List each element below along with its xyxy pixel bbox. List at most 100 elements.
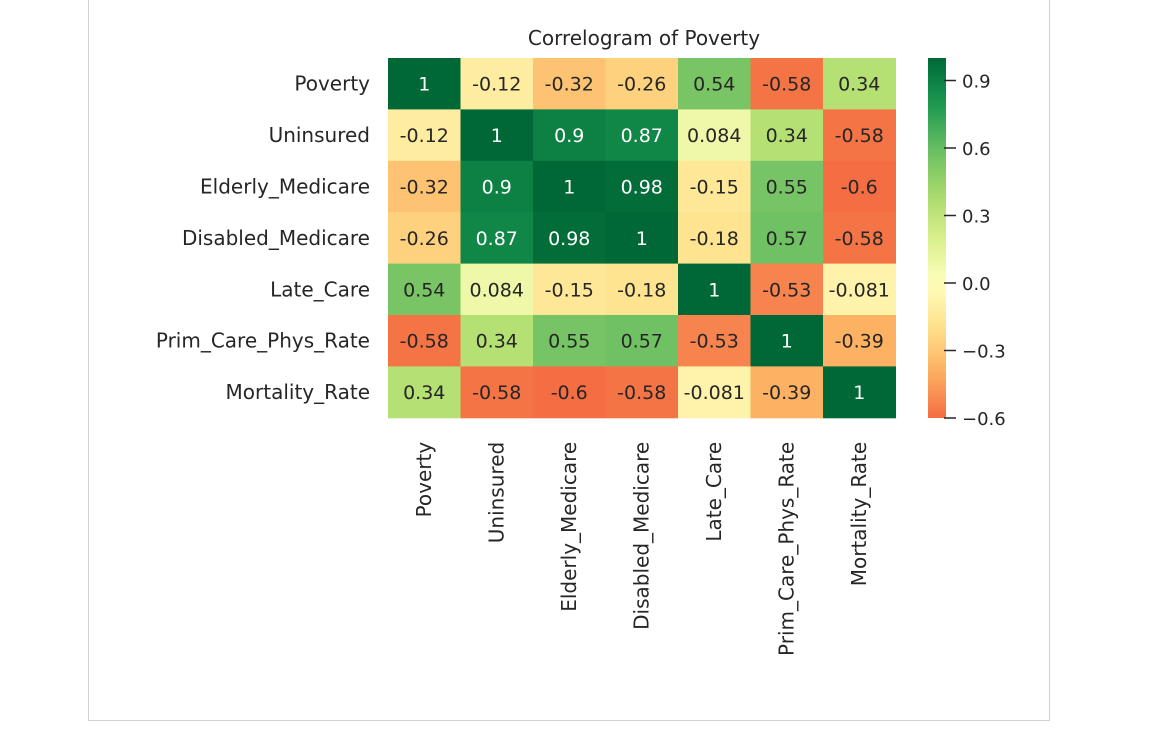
colorbar-tick-label: 0.0 — [962, 274, 991, 295]
heatmap-cell — [605, 58, 679, 110]
column-label: Uninsured — [485, 442, 509, 543]
heatmap-cell — [605, 366, 679, 419]
heatmap-cell — [388, 263, 461, 316]
heatmap-cell — [823, 58, 896, 110]
cell-annotation: 0.54 — [693, 74, 735, 96]
heatmap-cell — [388, 160, 461, 213]
heatmap-cell — [678, 263, 751, 316]
cell-annotation: 1 — [781, 331, 793, 353]
heatmap-cell — [533, 263, 606, 316]
cell-annotation: 0.54 — [403, 279, 445, 301]
cell-annotation: -0.081 — [684, 382, 745, 404]
heatmap-cell — [750, 109, 824, 162]
cell-annotation: -0.53 — [690, 331, 739, 353]
heatmap-cells: 1 -0.12 -0.32 -0.26 0.54 -0.58 0.34 -0.12 1 0.9 0.… — [388, 58, 896, 419]
heatmap-cell — [605, 160, 679, 213]
cell-annotation: 1 — [853, 382, 865, 404]
cell-annotation: -0.32 — [545, 74, 594, 96]
heatmap-cell — [678, 160, 751, 213]
heatmap-cell — [678, 58, 751, 110]
heatmap-cell — [460, 315, 534, 367]
row-label: Poverty — [294, 72, 370, 96]
cell-annotation: 1 — [563, 177, 575, 199]
heatmap-cell — [388, 315, 461, 367]
cell-annotation: 1 — [708, 279, 720, 301]
heatmap-cell — [605, 109, 679, 162]
heatmap-cell — [533, 315, 606, 367]
cell-annotation: -0.6 — [551, 382, 588, 404]
cell-annotation: 0.34 — [766, 125, 808, 147]
heatmap-cell — [533, 58, 606, 110]
cell-annotation: 0.98 — [548, 228, 590, 250]
colorbar-tick-label: 0.9 — [962, 72, 991, 93]
cell-annotation: -0.58 — [762, 74, 811, 96]
cell-annotation: -0.53 — [762, 279, 811, 301]
column-label: Disabled_Medicare — [630, 442, 654, 630]
cell-annotation: -0.6 — [841, 177, 878, 199]
heatmap-cell — [678, 212, 751, 265]
cell-annotation: 0.084 — [687, 125, 741, 147]
heatmap-cell — [605, 315, 679, 367]
colorbar-tick-label: 0.3 — [962, 207, 991, 228]
heatmap-cell — [678, 109, 751, 162]
cell-annotation: -0.12 — [472, 74, 521, 96]
heatmap-cell — [460, 263, 534, 316]
cell-annotation: 0.57 — [766, 228, 808, 250]
cell-annotation: -0.58 — [472, 382, 521, 404]
row-label: Uninsured — [269, 123, 370, 147]
column-label: Elderly_Medicare — [557, 442, 581, 612]
column-labels: Poverty Uninsured Elderly_Medicare Disabled… — [412, 442, 871, 656]
cell-annotation: 1 — [636, 228, 648, 250]
heatmap-cell — [823, 263, 896, 316]
column-label: Poverty — [412, 442, 436, 518]
cell-annotation: -0.12 — [400, 125, 449, 147]
cell-annotation: 0.87 — [476, 228, 518, 250]
heatmap-cell — [823, 212, 896, 265]
cell-annotation: -0.58 — [835, 228, 884, 250]
heatmap-cell — [533, 212, 606, 265]
heatmap-cell — [388, 58, 461, 110]
cell-annotation: -0.58 — [617, 382, 666, 404]
cell-annotation: 0.34 — [403, 382, 445, 404]
heatmap-cell — [388, 212, 461, 265]
row-label: Prim_Care_Phys_Rate — [156, 329, 370, 353]
cell-annotation: -0.39 — [835, 331, 884, 353]
cell-annotation: -0.18 — [690, 228, 739, 250]
cell-annotation: 0.55 — [548, 331, 590, 353]
column-label: Mortality_Rate — [847, 442, 871, 586]
cell-annotation: -0.39 — [762, 382, 811, 404]
row-label: Disabled_Medicare — [182, 226, 370, 250]
heatmap-cell — [750, 160, 824, 213]
column-label: Late_Care — [702, 442, 726, 542]
colorbar-tick-label: −0.6 — [962, 409, 1006, 430]
row-label: Late_Care — [270, 277, 370, 301]
cell-annotation: 0.57 — [621, 331, 663, 353]
cell-annotation: 1 — [418, 74, 430, 96]
cell-annotation: -0.15 — [690, 177, 739, 199]
heatmap-cell — [460, 212, 534, 265]
heatmap-cell — [460, 58, 534, 110]
row-label: Elderly_Medicare — [200, 175, 370, 199]
heatmap-cell — [533, 366, 606, 419]
chart-title: Correlogram of Poverty — [528, 26, 760, 50]
cell-annotation: 0.98 — [621, 177, 663, 199]
row-labels: Poverty Uninsured Elderly_Medicare Disabled… — [156, 72, 370, 404]
heatmap-cell — [460, 109, 534, 162]
column-label: Prim_Care_Phys_Rate — [775, 442, 799, 656]
cell-annotation: -0.081 — [829, 279, 890, 301]
heatmap-cell — [823, 160, 896, 213]
heatmap-cell — [460, 160, 534, 213]
heatmap-cell — [750, 58, 824, 110]
colorbar: 0.9 0.6 0.3 0.0 −0.3 −0.6 — [928, 58, 1006, 430]
heatmap-cell — [678, 315, 751, 367]
cell-annotation: 0.55 — [766, 177, 808, 199]
heatmap-cell — [750, 212, 824, 265]
cell-annotation: 0.87 — [621, 125, 663, 147]
heatmap-cell — [678, 366, 751, 419]
heatmap-cell — [388, 109, 461, 162]
cell-annotation: -0.26 — [617, 74, 666, 96]
cell-annotation: -0.18 — [617, 279, 666, 301]
heatmap-cell — [605, 263, 679, 316]
heatmap-cell — [750, 315, 824, 367]
